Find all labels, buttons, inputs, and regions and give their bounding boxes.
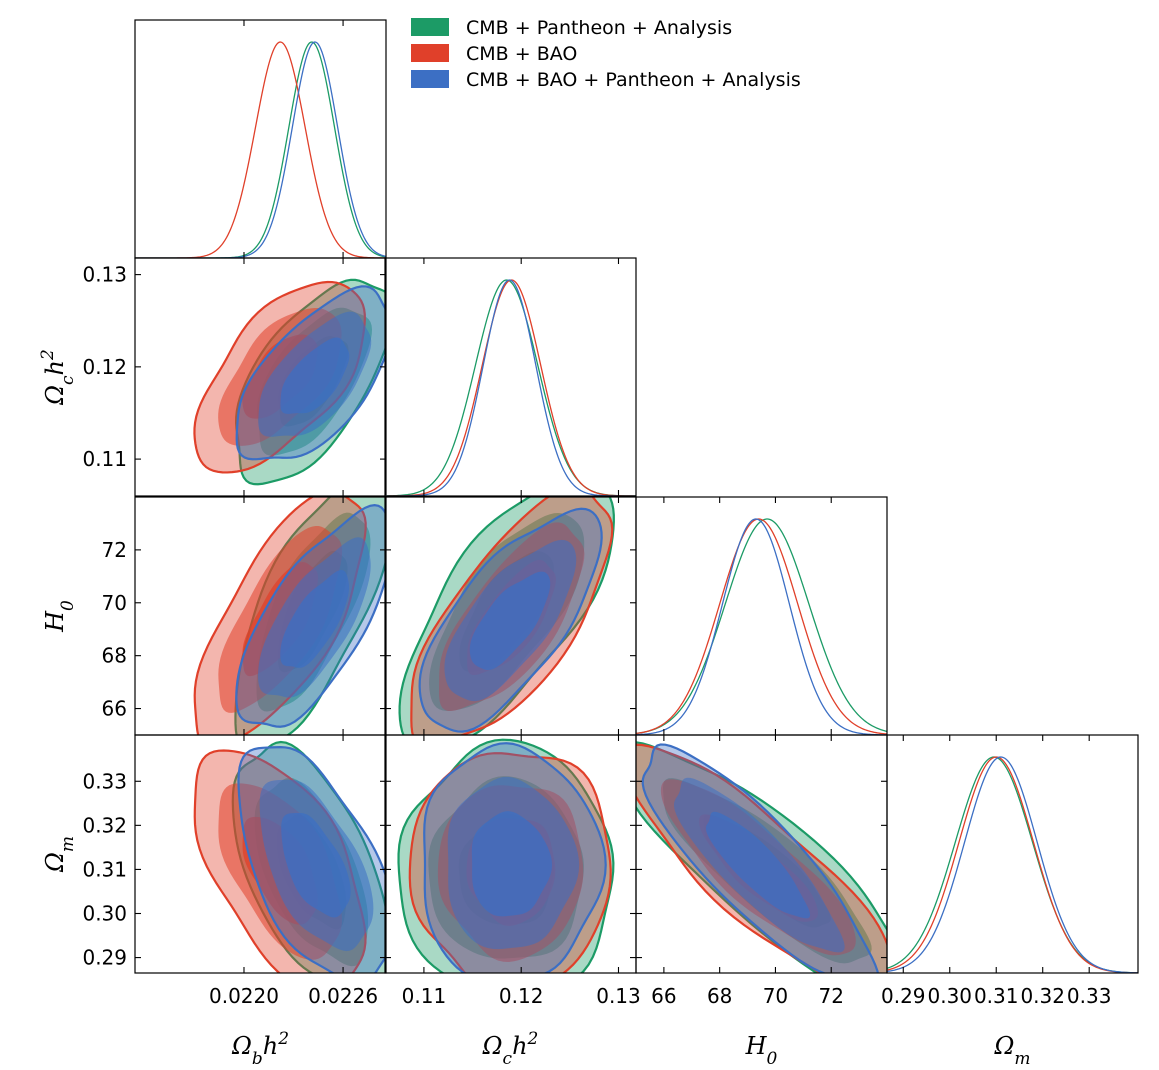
legend-swatch-2 xyxy=(411,44,449,62)
x-axis-label-och2: Ωch2 xyxy=(482,1029,539,1069)
legend-label-2: CMB + BAO xyxy=(466,43,577,65)
x-tick-label-och2: 0.12 xyxy=(499,984,544,1008)
panel-och2-vs-obh2 xyxy=(134,257,387,497)
panel-frame xyxy=(886,734,1139,974)
marginal-curve-Om-series-2 xyxy=(887,756,1138,973)
marginal-curve-obh2-series-1 xyxy=(135,41,386,258)
panel-Om-vs-och2 xyxy=(384,734,637,974)
x-tick-label-obh2: 0.0226 xyxy=(308,984,378,1008)
panel-och2-vs-och2 xyxy=(384,257,637,497)
panel-frame xyxy=(134,734,387,974)
y-tick-label-Om: 0.29 xyxy=(82,946,127,970)
panel-obh2-vs-obh2 xyxy=(134,19,387,259)
panel-frame xyxy=(134,257,387,497)
legend-swatch-3 xyxy=(411,70,449,88)
x-tick-label-Om: 0.33 xyxy=(1067,984,1112,1008)
panel-Om-vs-Om xyxy=(886,734,1139,974)
contour-H0-och2-series-3-level-1 xyxy=(469,571,551,671)
x-tick-label-och2: 0.11 xyxy=(402,984,447,1008)
marginal-curve-och2-series-1 xyxy=(385,279,636,496)
y-tick-label-Om: 0.33 xyxy=(82,769,127,793)
marginal-curve-H0-series-1 xyxy=(636,518,887,735)
y-tick-label-och2: 0.12 xyxy=(82,355,127,379)
panel-frame xyxy=(384,257,637,497)
panel-Om-vs-H0 xyxy=(635,734,888,974)
y-tick-label-H0: 72 xyxy=(102,538,127,562)
x-tick-label-H0: 70 xyxy=(763,984,788,1008)
x-tick-label-Om: 0.29 xyxy=(881,984,926,1008)
legend-label-1: CMB + Pantheon + Analysis xyxy=(466,17,732,39)
y-tick-label-Om: 0.32 xyxy=(82,813,127,837)
marginal-curve-H0-series-3 xyxy=(636,518,887,735)
y-tick-label-H0: 66 xyxy=(102,697,127,721)
x-tick-label-H0: 66 xyxy=(651,984,676,1008)
panel-H0-vs-H0 xyxy=(635,496,888,736)
marginal-curve-Om-series-3 xyxy=(887,756,1138,973)
y-axis-label-Om: Ωm xyxy=(41,836,78,873)
marginal-curve-H0-series-2 xyxy=(636,518,887,735)
x-tick-label-Om: 0.30 xyxy=(927,984,972,1008)
contour-Om-H0-series-3-level-1 xyxy=(705,811,811,919)
y-axis-label-och2: Ωch2 xyxy=(38,349,78,406)
y-tick-label-H0: 68 xyxy=(102,644,127,668)
x-axis-label-obh2: Ωbh2 xyxy=(231,1029,289,1069)
marginal-curve-obh2-series-3 xyxy=(135,41,386,258)
y-tick-label-H0: 70 xyxy=(102,591,127,615)
contour-Om-obh2-series-3-level-1 xyxy=(281,812,351,918)
contour-H0-obh2-series-3-level-1 xyxy=(280,569,349,668)
legend: CMB + Pantheon + Analysis CMB + BAO CMB + … xyxy=(411,17,801,91)
x-tick-label-Om: 0.32 xyxy=(1020,984,1065,1008)
panel-H0-vs-och2 xyxy=(384,496,637,736)
panel-Om-vs-obh2 xyxy=(134,734,387,974)
y-tick-label-Om: 0.31 xyxy=(82,857,127,881)
y-tick-label-och2: 0.13 xyxy=(82,263,127,287)
legend-label-3: CMB + BAO + Pantheon + Analysis xyxy=(466,69,801,91)
y-tick-label-och2: 0.11 xyxy=(82,447,127,471)
contour-och2-obh2-series-3-level-1 xyxy=(280,337,350,414)
x-tick-label-H0: 72 xyxy=(818,984,843,1008)
contour-Om-och2-series-3-level-1 xyxy=(471,811,553,917)
panel-frame xyxy=(134,19,387,259)
legend-swatch-1 xyxy=(411,18,449,36)
y-axis-label-H0: H0 xyxy=(41,600,78,633)
marginal-curve-och2-series-2 xyxy=(385,279,636,496)
x-axis-label-Om: Ωm xyxy=(993,1032,1030,1069)
marginal-curve-obh2-series-2 xyxy=(135,41,386,258)
x-tick-label-Om: 0.31 xyxy=(974,984,1019,1008)
x-tick-label-och2: 0.13 xyxy=(596,984,641,1008)
x-tick-label-H0: 68 xyxy=(707,984,732,1008)
y-tick-label-Om: 0.30 xyxy=(82,902,127,926)
x-axis-label-H0: H0 xyxy=(745,1032,778,1069)
panel-frame xyxy=(635,496,888,736)
marginal-curve-Om-series-1 xyxy=(887,756,1138,973)
panel-H0-vs-obh2 xyxy=(134,496,387,736)
x-tick-label-obh2: 0.0220 xyxy=(209,984,279,1008)
marginal-curve-och2-series-3 xyxy=(385,279,636,496)
